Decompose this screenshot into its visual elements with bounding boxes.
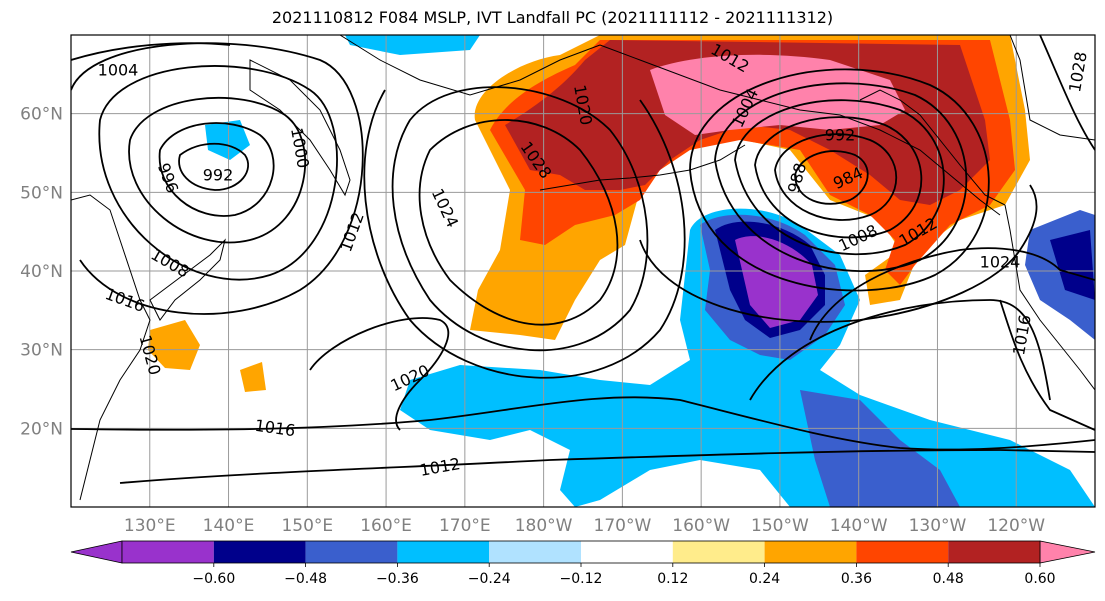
longitude-label: 170°E xyxy=(439,516,491,536)
colorbar-tick-label: −0.24 xyxy=(468,571,511,587)
map-frame xyxy=(70,34,1096,508)
longitude-label: 120°W xyxy=(987,516,1045,536)
latitude-label: 40°N xyxy=(20,262,63,282)
latitude-label: 60°N xyxy=(20,105,63,125)
graticule xyxy=(71,35,1095,507)
colorbar-tick-label: 0.60 xyxy=(1024,571,1055,587)
latitude-label: 30°N xyxy=(20,341,63,361)
colorbar-tick-label: −0.36 xyxy=(376,571,419,587)
colorbar-tick-label: 0.48 xyxy=(933,571,964,587)
colorbar-block xyxy=(856,541,949,563)
svg-text:1004: 1004 xyxy=(98,61,139,80)
isobar-label: 1024 xyxy=(980,253,1021,272)
colorbar-block xyxy=(581,541,673,563)
longitude-label: 160°W xyxy=(672,516,730,536)
ivt-positive-small xyxy=(240,362,266,392)
colorbar-tick-label: −0.12 xyxy=(560,571,603,587)
coastlines xyxy=(71,35,1095,501)
colorbar-block xyxy=(672,541,765,563)
longitude-label: 150°W xyxy=(751,516,809,536)
svg-text:992: 992 xyxy=(203,166,234,185)
ivt-negative-lightblue xyxy=(400,208,1095,507)
longitude-label: 140°W xyxy=(830,516,888,536)
colorbar-block xyxy=(213,541,306,563)
colorbar-block xyxy=(489,541,581,563)
longitude-label: 140°E xyxy=(203,516,255,536)
colorbar: −0.60 −0.48 −0.36 −0.24 −0.12 0.12 0.24 0.36 0.4… xyxy=(70,540,1096,587)
colorbar-tick-label: 0.36 xyxy=(841,571,872,587)
colorbar-tick-label: −0.48 xyxy=(284,571,327,587)
isobar-label: 1004 xyxy=(98,61,139,80)
colorbar-tick-label: 0.24 xyxy=(749,571,780,587)
isobar-label: 992 xyxy=(203,166,234,185)
longitude-label: 180°W xyxy=(515,516,573,536)
ivt-negative-south xyxy=(800,390,960,507)
ivt-shading xyxy=(148,35,1095,507)
latitude-labels: 60°N 50°N 40°N 30°N 20°N xyxy=(20,105,63,440)
longitude-label: 170°W xyxy=(594,516,652,536)
longitude-label: 160°E xyxy=(360,516,412,536)
colorbar-block xyxy=(122,541,214,563)
ivt-negative-siberia xyxy=(345,35,480,55)
colorbar-extend-max xyxy=(1039,540,1096,564)
colorbar-block xyxy=(948,541,1040,563)
longitude-label: 150°E xyxy=(281,516,333,536)
colorbar-tick-label: −0.60 xyxy=(192,571,235,587)
colorbar-block xyxy=(397,541,490,563)
isobar-label: 992 xyxy=(825,126,856,145)
longitude-label: 130°E xyxy=(124,516,176,536)
latitude-label: 20°N xyxy=(20,419,63,439)
isobars xyxy=(71,35,1095,484)
longitude-labels: 130°E 140°E 150°E 160°E 170°E 180°W 170°W 160°W… xyxy=(124,516,1045,536)
latitude-label: 50°N xyxy=(20,183,63,203)
ivt-positive-japan xyxy=(148,320,200,370)
svg-text:992: 992 xyxy=(825,126,856,145)
ivt-negative-east-navy xyxy=(1050,230,1095,300)
colorbar-block xyxy=(305,541,398,563)
colorbar-block xyxy=(764,541,857,563)
svg-text:1024: 1024 xyxy=(980,253,1021,272)
figure-title: 2021110812 F084 MSLP, IVT Landfall PC (2… xyxy=(271,8,834,27)
colorbar-tick-label: 0.12 xyxy=(657,571,688,587)
colorbar-extend-min xyxy=(70,540,123,564)
longitude-label: 130°W xyxy=(909,516,967,536)
